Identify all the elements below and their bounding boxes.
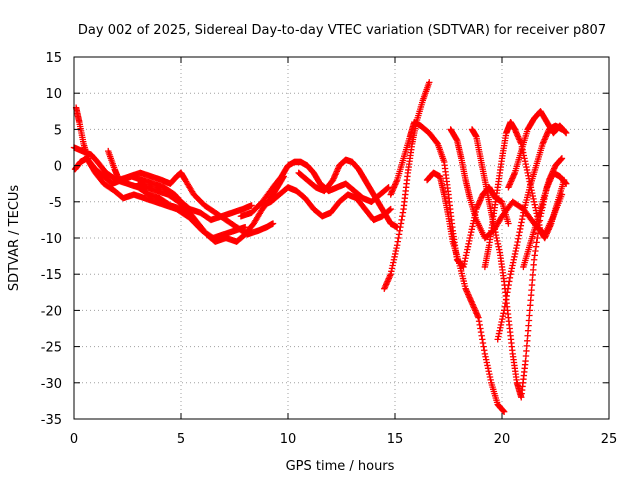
y-axis-title: SDTVAR / TECUs [7, 185, 22, 292]
series-arc-i [381, 79, 433, 292]
y-tick-label: 10 [45, 87, 62, 102]
series-arc-h [295, 156, 401, 231]
series-arc-k [423, 169, 508, 415]
series-arc-q [520, 155, 566, 271]
data-point [558, 155, 566, 162]
chart-title: Day 002 of 2025, Sidereal Day-to-day VTE… [78, 23, 606, 38]
data-point [384, 184, 391, 192]
series-arc-f [237, 158, 392, 220]
y-tick-label: -15 [41, 268, 62, 283]
data-point [558, 126, 566, 133]
x-tick-label: 5 [177, 432, 185, 447]
data-point [387, 205, 394, 213]
y-tick-label: -20 [41, 304, 62, 319]
y-tick-label: -10 [41, 232, 62, 247]
y-tick-label: -35 [41, 413, 62, 428]
y-tick-label: 15 [45, 51, 62, 66]
axis-ticks: 0 5 10 15 20 25 -35 -30 -25 -20 -15 -10 -5 0 5 10 15 [41, 51, 618, 447]
series-arc-e [135, 173, 287, 245]
data-points [70, 79, 570, 415]
series-arc-g [259, 184, 394, 224]
data-point [242, 223, 249, 231]
data-point [505, 220, 512, 227]
series-arc-p [494, 122, 566, 343]
x-tick-label: 0 [70, 432, 78, 447]
data-point [563, 129, 570, 137]
data-point [426, 79, 433, 86]
data-point [560, 176, 568, 184]
x-tick-label: 20 [494, 432, 511, 447]
data-point [500, 408, 508, 415]
data-point [385, 184, 392, 191]
data-point [269, 220, 277, 227]
series-arc-d [105, 147, 277, 238]
x-tick-label: 15 [387, 432, 404, 447]
x-tick-label: 10 [280, 432, 297, 447]
y-tick-label: -30 [41, 377, 62, 392]
y-tick-label: -5 [49, 196, 62, 211]
y-tick-label: 0 [54, 160, 62, 175]
x-axis-title: GPS time / hours [286, 459, 395, 474]
x-tick-label: 25 [601, 432, 618, 447]
grid-lines [74, 57, 609, 419]
data-point [248, 202, 255, 209]
y-tick-label: 5 [54, 123, 62, 138]
y-tick-label: -25 [41, 341, 62, 356]
data-point [386, 206, 394, 213]
